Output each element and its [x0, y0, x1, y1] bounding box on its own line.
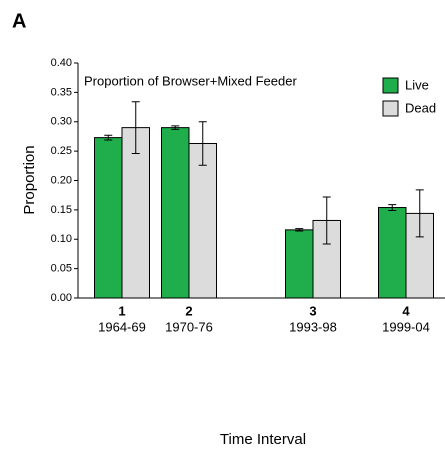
legend-label: Dead [405, 100, 436, 115]
x-tick-label: 2 [185, 303, 192, 318]
bar [121, 127, 150, 299]
legend-label: Live [405, 77, 429, 92]
x-tick-label: 3 [309, 303, 316, 318]
x-tick-label: 1 [118, 303, 125, 318]
error-bar [198, 121, 207, 166]
panel-label: A [12, 10, 26, 32]
legend-swatch [382, 100, 399, 117]
x-tick-sublabel: 1964-69 [98, 319, 146, 334]
y-tick-label: 0.00 [51, 292, 72, 304]
y-axis-title: Proportion [21, 145, 38, 214]
x-axis-title: Time Interval [220, 431, 306, 448]
legend-swatch [382, 77, 399, 94]
y-tick-label: 0.35 [51, 86, 72, 98]
x-tick-label: 4 [402, 303, 410, 318]
y-tick-label: 0.25 [51, 145, 72, 157]
error-bar [104, 134, 113, 141]
error-bar [131, 101, 140, 154]
y-tick-label: 0.10 [51, 233, 72, 245]
bar [161, 127, 190, 299]
chart-title: Proportion of Browser+Mixed Feeder [84, 73, 297, 88]
bar [285, 229, 314, 299]
error-bar [388, 204, 397, 211]
y-tick-label: 0.20 [51, 174, 72, 186]
bar [188, 142, 217, 299]
x-tick-sublabel: 1993-98 [289, 319, 337, 334]
y-tick-label: 0.40 [51, 57, 72, 69]
y-tick-label: 0.30 [51, 116, 72, 128]
bar [378, 207, 407, 299]
error-bar [295, 228, 304, 232]
error-bar [322, 196, 331, 245]
y-tick-label: 0.05 [51, 263, 72, 275]
bar [94, 137, 123, 299]
error-bar [415, 189, 424, 238]
x-tick-sublabel: 1970-76 [165, 319, 213, 334]
error-bar [171, 125, 180, 130]
x-tick-sublabel: 1999-04 [382, 319, 430, 334]
y-tick-label: 0.15 [51, 204, 72, 216]
